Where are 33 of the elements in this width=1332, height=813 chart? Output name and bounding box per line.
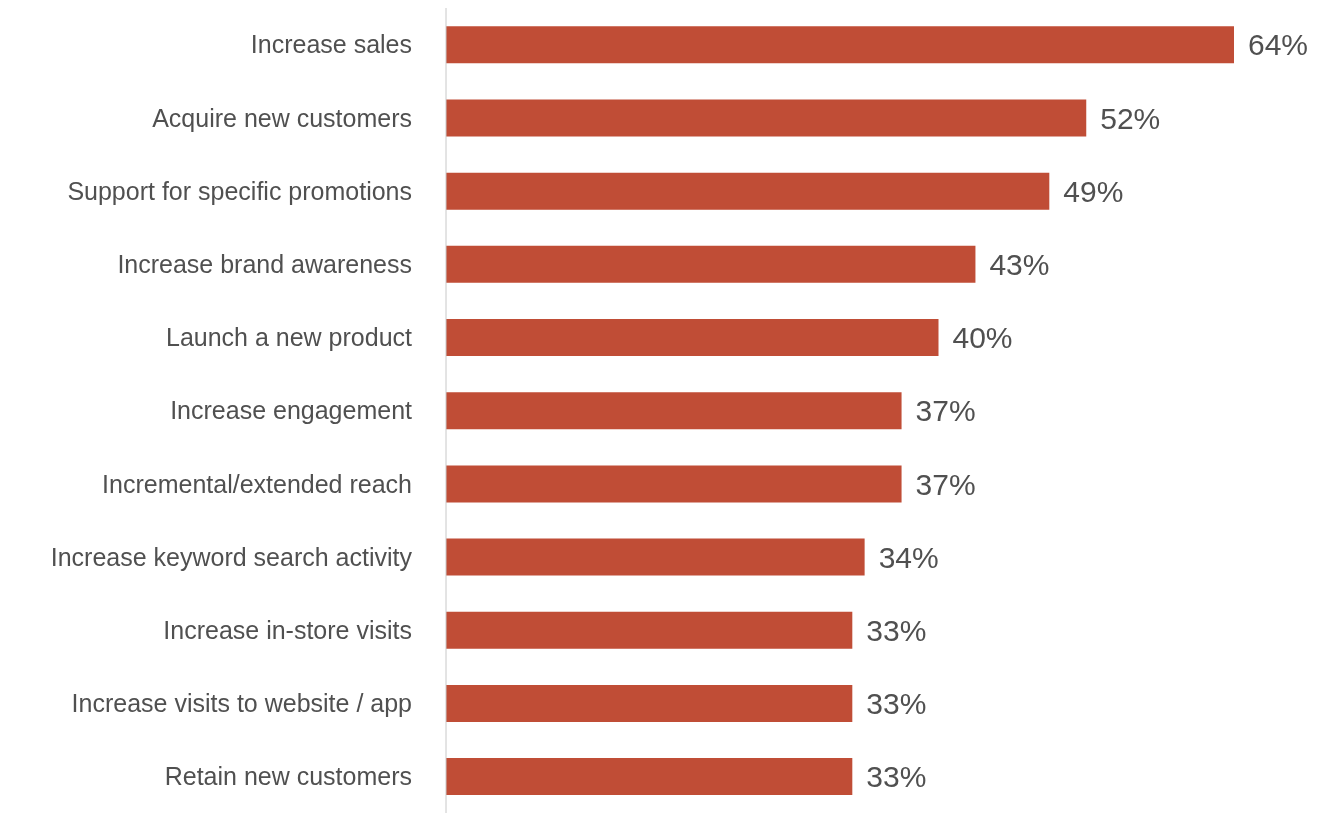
data-label: 33% bbox=[866, 613, 927, 647]
data-label: 33% bbox=[866, 760, 927, 794]
bar bbox=[446, 172, 1050, 210]
y-tick-label: Increase visits to website / app bbox=[71, 689, 412, 718]
bar bbox=[446, 319, 939, 357]
bar bbox=[446, 684, 853, 722]
data-label: 52% bbox=[1100, 101, 1161, 135]
data-label: 37% bbox=[915, 467, 976, 501]
y-tick-label: Increase brand awareness bbox=[117, 250, 412, 279]
y-tick-label: Acquire new customers bbox=[152, 103, 412, 132]
bar bbox=[446, 465, 902, 503]
bar bbox=[446, 245, 976, 283]
y-tick-label: Launch a new product bbox=[165, 323, 413, 352]
bar bbox=[446, 26, 1234, 64]
y-tick-label: Increase keyword search activity bbox=[50, 542, 413, 571]
data-label: 64% bbox=[1248, 28, 1309, 62]
y-tick-label: Incremental/extended reach bbox=[102, 469, 412, 498]
bar bbox=[446, 611, 853, 649]
bar bbox=[446, 99, 1087, 137]
bar bbox=[446, 538, 865, 576]
data-label: 43% bbox=[989, 247, 1050, 281]
y-tick-label: Support for specific promotions bbox=[67, 176, 412, 205]
data-label: 33% bbox=[866, 687, 927, 721]
y-tick-label: Retain new customers bbox=[164, 762, 412, 791]
data-label: 40% bbox=[952, 321, 1013, 355]
bar bbox=[446, 392, 902, 430]
y-tick-label: Increase engagement bbox=[170, 396, 413, 425]
data-label: 49% bbox=[1063, 174, 1124, 208]
y-tick-label: Increase sales bbox=[250, 30, 412, 59]
y-tick-label: Increase in-store visits bbox=[163, 615, 412, 644]
data-label: 37% bbox=[915, 394, 976, 428]
bar bbox=[446, 758, 853, 796]
data-label: 34% bbox=[878, 540, 939, 574]
